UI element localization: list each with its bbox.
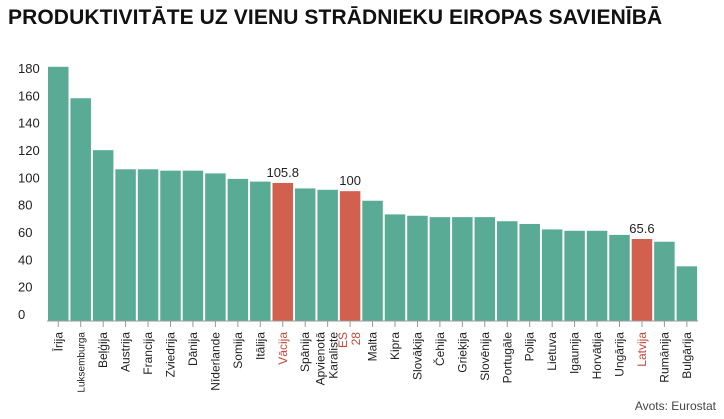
x-category-label: Malta xyxy=(366,332,380,362)
bar-latvija xyxy=(631,238,653,321)
bar-rumanija xyxy=(654,241,675,321)
x-category-label: Francija xyxy=(141,332,155,375)
y-tick-label: 80 xyxy=(18,198,32,213)
bar-zviedrija xyxy=(160,170,181,321)
x-category-label: Portugāle xyxy=(500,332,514,384)
chart-title: PRODUKTIVITĀTE UZ VIENU STRĀDNIEKU EIROP… xyxy=(8,6,663,29)
bar-bulgarija xyxy=(676,266,698,321)
x-category-label: Nīderlande xyxy=(208,332,222,391)
x-category-label: Latvija xyxy=(635,332,649,367)
x-category-label: Lietuva xyxy=(545,332,559,371)
y-tick-label: 20 xyxy=(18,280,32,295)
x-category-label: ES28 xyxy=(336,332,363,348)
y-tick-label: 100 xyxy=(18,170,40,185)
x-category-label: Polija xyxy=(523,332,537,362)
y-tick-label: 60 xyxy=(18,225,32,240)
bar-igaunija xyxy=(564,230,585,321)
x-category-label: Somija xyxy=(231,332,245,369)
x-category-label: Luksemburga xyxy=(77,332,88,393)
bar-somija xyxy=(227,178,249,321)
x-category-label: Itālija xyxy=(253,332,267,360)
x-category-label: Zviedrija xyxy=(164,332,178,378)
bar-niderlande xyxy=(205,173,226,321)
bar-apvienota-karaliste xyxy=(317,189,338,321)
data-labels: 105.8 100 65.6 xyxy=(266,165,654,236)
x-category-label: Vācija xyxy=(276,332,290,365)
y-tick-label: 180 xyxy=(18,61,40,76)
bar-danija xyxy=(182,170,204,321)
bar-austrija xyxy=(115,169,136,321)
x-axis-labels: Īrija Luksemburga Beļģija Austrija Francija Z… xyxy=(51,321,694,393)
bar-vacija xyxy=(272,182,293,321)
bar-lietuva xyxy=(541,229,563,321)
y-axis-ticks: 0 20 40 60 80 100 120 140 160 180 xyxy=(18,61,40,322)
y-tick-label: 120 xyxy=(18,143,40,158)
x-category-label: Igaunija xyxy=(568,332,582,374)
bar-belgija xyxy=(92,150,114,321)
data-label-latvija: 65.6 xyxy=(629,221,654,236)
bar-kipra xyxy=(384,214,406,321)
bar-francija xyxy=(137,169,159,321)
source-note: Avots: Eurostat xyxy=(634,399,716,413)
x-category-label: Rumānija xyxy=(657,332,671,383)
bar-portugale xyxy=(497,221,518,321)
bar-slovakija xyxy=(407,215,428,321)
x-category-label: Horvātija xyxy=(590,332,604,380)
bar-irija xyxy=(48,66,69,322)
x-category-label: Slovēnija xyxy=(478,332,492,381)
bar-cehija xyxy=(429,217,451,321)
bar-italija xyxy=(250,181,271,321)
bar-horvatija xyxy=(586,230,608,321)
x-category-label: Ungārija xyxy=(613,332,627,377)
bar-malta xyxy=(362,200,383,321)
y-tick-label: 0 xyxy=(18,307,25,322)
x-category-label: Bulgārija xyxy=(680,332,694,379)
bar-polija xyxy=(519,223,540,321)
bar-slovenija xyxy=(474,217,496,321)
x-category-label: Grieķija xyxy=(455,332,469,373)
bar-spanija xyxy=(294,188,316,321)
y-tick-label: 160 xyxy=(18,88,40,103)
x-category-label: ApvienotāKaraliste xyxy=(314,332,341,386)
x-category-label: Kipra xyxy=(388,332,402,360)
x-category-label: Beļģija xyxy=(96,332,110,368)
bar-luksemburga xyxy=(70,98,91,321)
bar-es-28 xyxy=(339,191,361,321)
y-tick-label: 40 xyxy=(18,252,32,267)
x-category-label: Spānija xyxy=(298,332,312,372)
bars xyxy=(48,66,698,322)
x-category-label: Īrija xyxy=(51,332,65,352)
x-category-label: Slovākija xyxy=(410,332,424,380)
data-label-es-28: 100 xyxy=(339,173,361,188)
x-category-label: Dānija xyxy=(186,332,200,366)
bar-ungarija xyxy=(609,234,630,321)
bar-griekija xyxy=(452,217,473,321)
data-label-vacija: 105.8 xyxy=(266,165,299,180)
x-category-label: Čehija xyxy=(432,332,447,366)
x-category-label: Austrija xyxy=(119,332,133,372)
y-tick-label: 140 xyxy=(18,116,40,131)
